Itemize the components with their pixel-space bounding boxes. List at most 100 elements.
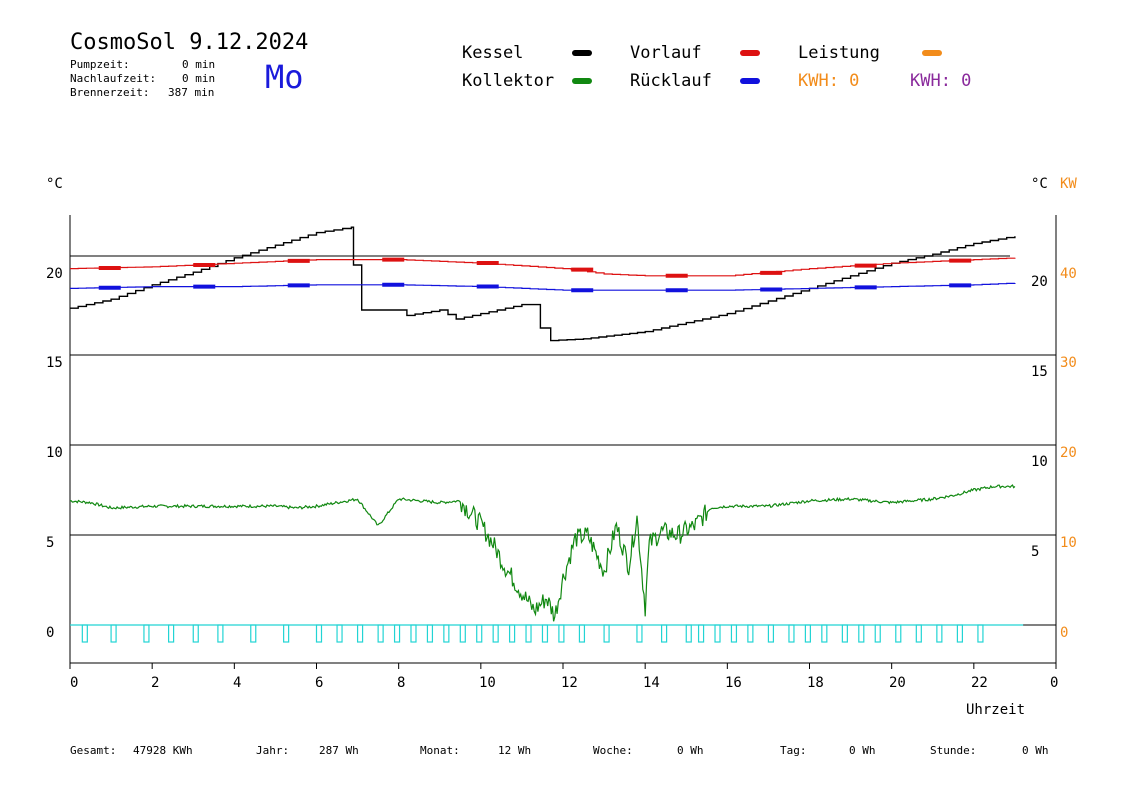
leistung-pulse-38 [874, 624, 881, 643]
footer-monat-value: 12 Wh [498, 744, 532, 757]
leistung-pulse-43 [977, 624, 984, 643]
left-tick-0: 0 [46, 625, 55, 641]
left-tick-15: 15 [46, 355, 63, 371]
leistung-pulse-16 [459, 624, 466, 643]
leistung-pulse-40 [915, 624, 922, 643]
left-tick-10: 10 [46, 445, 63, 461]
leistung-pulse-27 [685, 624, 692, 643]
x-axis-label: Uhrzeit [966, 702, 1026, 718]
right-axis-unit-kw: KW [1060, 176, 1077, 192]
legend-vorlauf-label: Vorlauf [630, 43, 702, 63]
right-kw-tick-0: 0 [1060, 625, 1069, 641]
x-tick-14: 14 [643, 675, 660, 691]
legend-kessel-swatch [572, 50, 592, 56]
legend-kwh-orange: KWH: 0 [798, 71, 860, 91]
x-tick-8: 8 [397, 675, 406, 691]
footer-tag-label: Tag: [780, 744, 807, 757]
leistung-pulse-41 [936, 624, 943, 643]
leistung-pulse-36 [841, 624, 848, 643]
x-tick-22: 22 [971, 675, 988, 691]
leistung-pulse-32 [767, 624, 775, 643]
leistung-pulse-26 [660, 624, 668, 643]
footer-woche-label: Woche: [593, 744, 633, 757]
leistung-pulse-9 [336, 624, 343, 643]
leistung-pulse-18 [492, 624, 499, 643]
footer-stunde-label: Stunde: [930, 744, 977, 757]
footer-woche-value: 0 Wh [677, 744, 704, 757]
leistung-pulse-12 [393, 624, 401, 643]
leistung-pulse-24 [603, 624, 610, 643]
x-tick-18: 18 [807, 675, 824, 691]
left-tick-5: 5 [46, 535, 55, 551]
legend-kessel-label: Kessel [462, 43, 524, 63]
stat-value-pumpzeit: 0 min [182, 58, 216, 71]
x-tick-24: 0 [1050, 675, 1059, 691]
x-tick-16: 16 [725, 675, 742, 691]
x-tick-20: 20 [889, 675, 906, 691]
legend-leistung-label: Leistung [798, 43, 880, 63]
right-tick-5: 5 [1031, 544, 1040, 560]
leistung-pulse-6 [250, 624, 257, 643]
leistung-pulse-5 [217, 624, 224, 643]
weekday-label: Mo [265, 58, 304, 96]
leistung-pulse-31 [747, 624, 754, 643]
stat-label-nachlaufzeit: Nachlaufzeit: [70, 72, 157, 85]
leistung-pulse-1 [110, 624, 117, 643]
leistung-pulse-0 [81, 624, 88, 643]
left-axis-unit: °C [46, 176, 63, 192]
leistung-pulse-14 [426, 624, 434, 643]
legend-ruecklauf-swatch [740, 78, 760, 84]
right-kw-tick-40: 40 [1060, 266, 1077, 282]
left-tick-20: 20 [46, 266, 63, 282]
stat-value-brennerzeit: 387 min [168, 86, 215, 99]
x-tick-10: 10 [479, 675, 496, 691]
x-tick-2: 2 [151, 675, 160, 691]
series-line-kollektor [69, 484, 1016, 622]
leistung-pulse-34 [804, 624, 811, 643]
legend-kwh-purple: KWH: 0 [910, 71, 972, 91]
leistung-pulse-15 [443, 624, 450, 643]
chart-title: CosmoSol 9.12.2024 [70, 30, 309, 55]
leistung-pulse-35 [821, 624, 828, 643]
right-tick-20: 20 [1031, 274, 1048, 290]
leistung-pulse-17 [476, 624, 483, 643]
leistung-pulse-42 [956, 624, 964, 643]
footer-gesamt-label: Gesamt: [70, 744, 117, 757]
leistung-pulse-7 [283, 624, 290, 643]
right-kw-tick-20: 20 [1060, 445, 1077, 461]
right-axis-unit: °C [1031, 176, 1048, 192]
leistung-pulse-13 [410, 624, 417, 643]
leistung-pulse-29 [714, 624, 721, 643]
footer-jahr-label: Jahr: [256, 744, 290, 757]
footer-jahr-value: 287 Wh [319, 744, 359, 757]
leistung-pulse-39 [895, 624, 902, 643]
leistung-pulse-37 [858, 624, 865, 643]
leistung-pulse-23 [578, 624, 586, 643]
x-tick-12: 12 [561, 675, 578, 691]
leistung-pulse-30 [730, 624, 738, 643]
x-tick-0: 0 [70, 675, 79, 691]
legend-ruecklauf-label: Rücklauf [630, 71, 712, 91]
stat-label-pumpzeit: Pumpzeit: [70, 58, 130, 71]
footer-stunde-value: 0 Wh [1022, 744, 1049, 757]
leistung-pulse-19 [508, 624, 516, 643]
leistung-pulse-25 [636, 624, 643, 643]
x-tick-6: 6 [315, 675, 324, 691]
x-tick-4: 4 [233, 675, 242, 691]
leistung-pulse-28 [697, 624, 705, 643]
leistung-pulse-2 [143, 624, 150, 643]
leistung-pulse-33 [788, 624, 795, 643]
stat-label-brennerzeit: Brennerzeit: [70, 86, 150, 99]
leistung-pulse-4 [192, 624, 199, 643]
leistung-pulse-11 [377, 624, 384, 643]
leistung-pulse-3 [168, 624, 175, 643]
footer-monat-label: Monat: [420, 744, 460, 757]
leistung-pulse-20 [525, 624, 532, 643]
legend-leistung-swatch [922, 50, 942, 56]
leistung-pulse-8 [315, 624, 323, 643]
series-line-kessel [70, 226, 1016, 342]
leistung-pulse-21 [541, 624, 549, 643]
right-kw-tick-30: 30 [1060, 355, 1077, 371]
legend-kollektor-swatch [572, 78, 592, 84]
